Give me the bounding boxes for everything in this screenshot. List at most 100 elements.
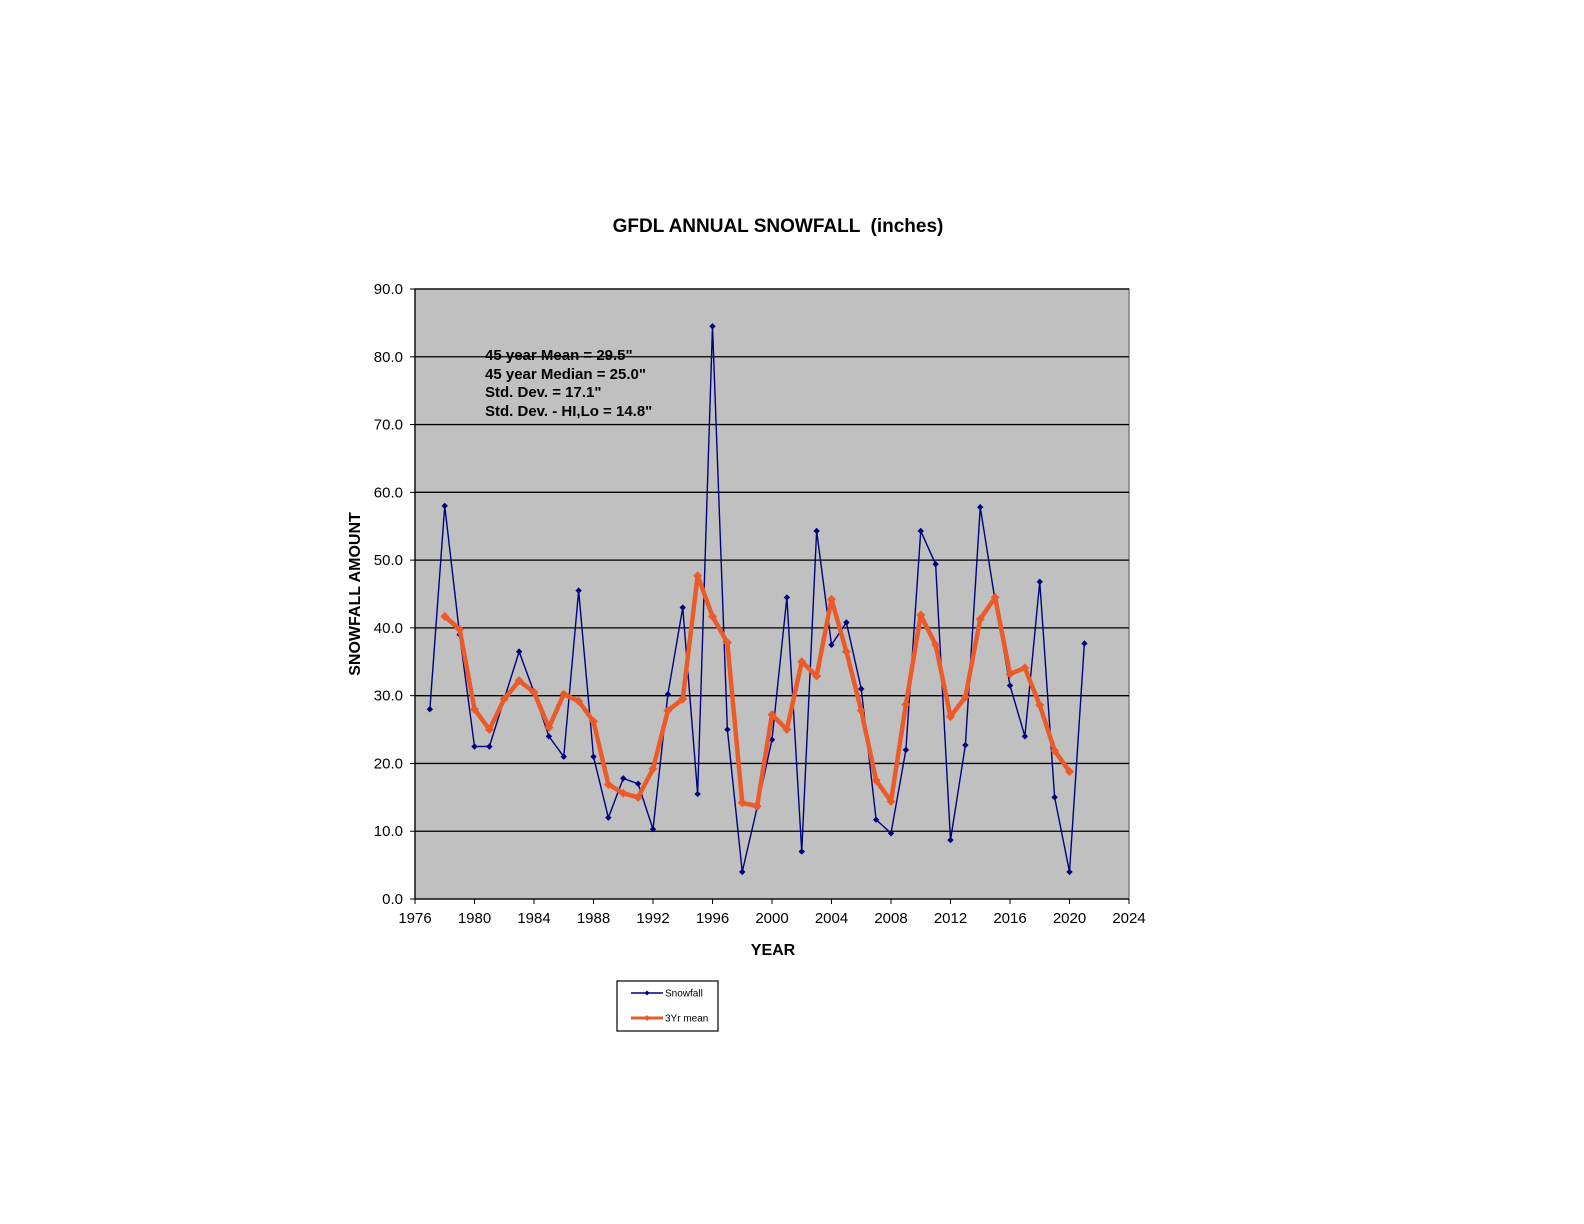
data-point bbox=[901, 699, 911, 709]
data-point bbox=[590, 753, 597, 760]
data-point bbox=[648, 764, 658, 774]
data-point bbox=[737, 798, 747, 808]
data-point bbox=[514, 676, 524, 686]
data-point bbox=[960, 692, 970, 702]
data-point bbox=[827, 594, 836, 604]
data-point bbox=[1006, 682, 1014, 689]
data-point bbox=[455, 624, 465, 634]
plot-area bbox=[414, 288, 1130, 900]
data-point bbox=[1020, 663, 1030, 673]
legend-item: 3Yr mean bbox=[631, 1014, 708, 1025]
data-point bbox=[947, 836, 954, 844]
data-point bbox=[931, 640, 941, 650]
data-point bbox=[559, 689, 569, 699]
data-point bbox=[767, 710, 777, 720]
y-tick-label: 70.0 bbox=[374, 417, 403, 434]
data-point bbox=[1035, 700, 1045, 710]
data-point bbox=[887, 830, 895, 837]
data-point bbox=[783, 594, 791, 601]
data-point bbox=[722, 638, 732, 648]
y-tick-label: 30.0 bbox=[374, 688, 403, 705]
data-point bbox=[798, 848, 805, 855]
data-point bbox=[574, 696, 584, 706]
annotation-std-dev: Std. Dev. = 17.1" bbox=[485, 384, 601, 401]
x-tick-label: 2024 bbox=[1112, 910, 1145, 927]
data-point bbox=[858, 685, 865, 693]
data-point bbox=[618, 788, 628, 798]
x-tick-label: 2000 bbox=[755, 910, 788, 927]
data-point bbox=[634, 780, 642, 787]
annotation-mean: 45 year Mean = 29.5" bbox=[485, 347, 633, 364]
data-point bbox=[962, 741, 969, 749]
data-point bbox=[708, 611, 717, 621]
data-point bbox=[782, 725, 792, 735]
data-point bbox=[678, 694, 688, 704]
data-point bbox=[603, 779, 613, 789]
annotation-median: 45 year Median = 25.0" bbox=[485, 366, 646, 383]
x-axis-ticks: 1976 1980 1984 1988 1992 1996 2000 2004 2008 2012… bbox=[398, 899, 1146, 927]
data-point bbox=[990, 592, 1000, 602]
y-tick-label: 40.0 bbox=[374, 620, 403, 637]
series-layer bbox=[426, 323, 1088, 876]
legend-label: 3Yr mean bbox=[665, 1014, 708, 1025]
data-point bbox=[470, 704, 479, 714]
data-point bbox=[471, 743, 478, 750]
data-point bbox=[1081, 640, 1088, 647]
data-point bbox=[932, 560, 939, 568]
x-axis-title: YEAR bbox=[751, 942, 796, 959]
data-point bbox=[856, 706, 866, 716]
data-point bbox=[797, 657, 807, 667]
stats-annotation: 45 year Mean = 29.5" 45 year Median = 25… bbox=[485, 347, 652, 420]
x-tick-label: 2020 bbox=[1053, 910, 1086, 927]
data-point bbox=[499, 694, 509, 704]
data-point bbox=[589, 716, 598, 726]
data-point bbox=[871, 775, 881, 785]
data-point bbox=[663, 706, 673, 716]
data-point bbox=[724, 726, 731, 733]
data-point bbox=[484, 725, 494, 735]
legend-box bbox=[616, 980, 719, 1032]
series-3yr-mean bbox=[440, 571, 1074, 811]
y-tick-label: 90.0 bbox=[374, 281, 403, 298]
data-point bbox=[828, 641, 835, 649]
legend-marker bbox=[644, 990, 650, 996]
y-axis-ticks: 0.0 10.0 20.0 30.0 40.0 50.0 60.0 70.0 80.0 90.0 bbox=[374, 281, 415, 908]
data-point bbox=[1005, 669, 1015, 679]
legend-marker bbox=[644, 1015, 650, 1021]
x-tick-label: 1976 bbox=[398, 910, 431, 927]
y-tick-label: 10.0 bbox=[374, 823, 403, 840]
legend-item: Snowfall bbox=[631, 989, 703, 1000]
data-point bbox=[440, 611, 450, 621]
data-point bbox=[739, 868, 746, 876]
data-point bbox=[946, 712, 955, 722]
y-axis-title: SNOWFALL AMOUNT bbox=[347, 512, 364, 676]
data-point bbox=[486, 743, 493, 750]
data-point bbox=[1066, 868, 1073, 876]
data-point bbox=[664, 691, 672, 698]
data-point bbox=[693, 571, 703, 581]
data-point bbox=[426, 706, 434, 713]
data-point bbox=[813, 527, 820, 535]
data-point bbox=[917, 527, 924, 535]
data-point bbox=[1036, 578, 1043, 585]
data-point bbox=[545, 733, 553, 740]
y-tick-label: 50.0 bbox=[374, 552, 403, 569]
data-point bbox=[886, 796, 896, 806]
x-tick-label: 1988 bbox=[577, 910, 610, 927]
data-point bbox=[441, 502, 448, 510]
data-point bbox=[1051, 794, 1058, 801]
data-point bbox=[709, 323, 716, 330]
data-point bbox=[679, 604, 686, 611]
data-point bbox=[975, 614, 985, 624]
data-point bbox=[649, 825, 657, 833]
data-point bbox=[544, 723, 554, 733]
data-point bbox=[515, 648, 523, 655]
data-point bbox=[1050, 746, 1060, 756]
data-point bbox=[633, 792, 643, 802]
x-tick-label: 2016 bbox=[993, 910, 1026, 927]
data-point bbox=[560, 753, 567, 760]
chart-title: GFDL ANNUAL SNOWFALL (inches) bbox=[613, 216, 944, 237]
gridlines bbox=[415, 288, 1129, 832]
y-tick-label: 60.0 bbox=[374, 484, 403, 501]
data-point bbox=[843, 619, 850, 626]
